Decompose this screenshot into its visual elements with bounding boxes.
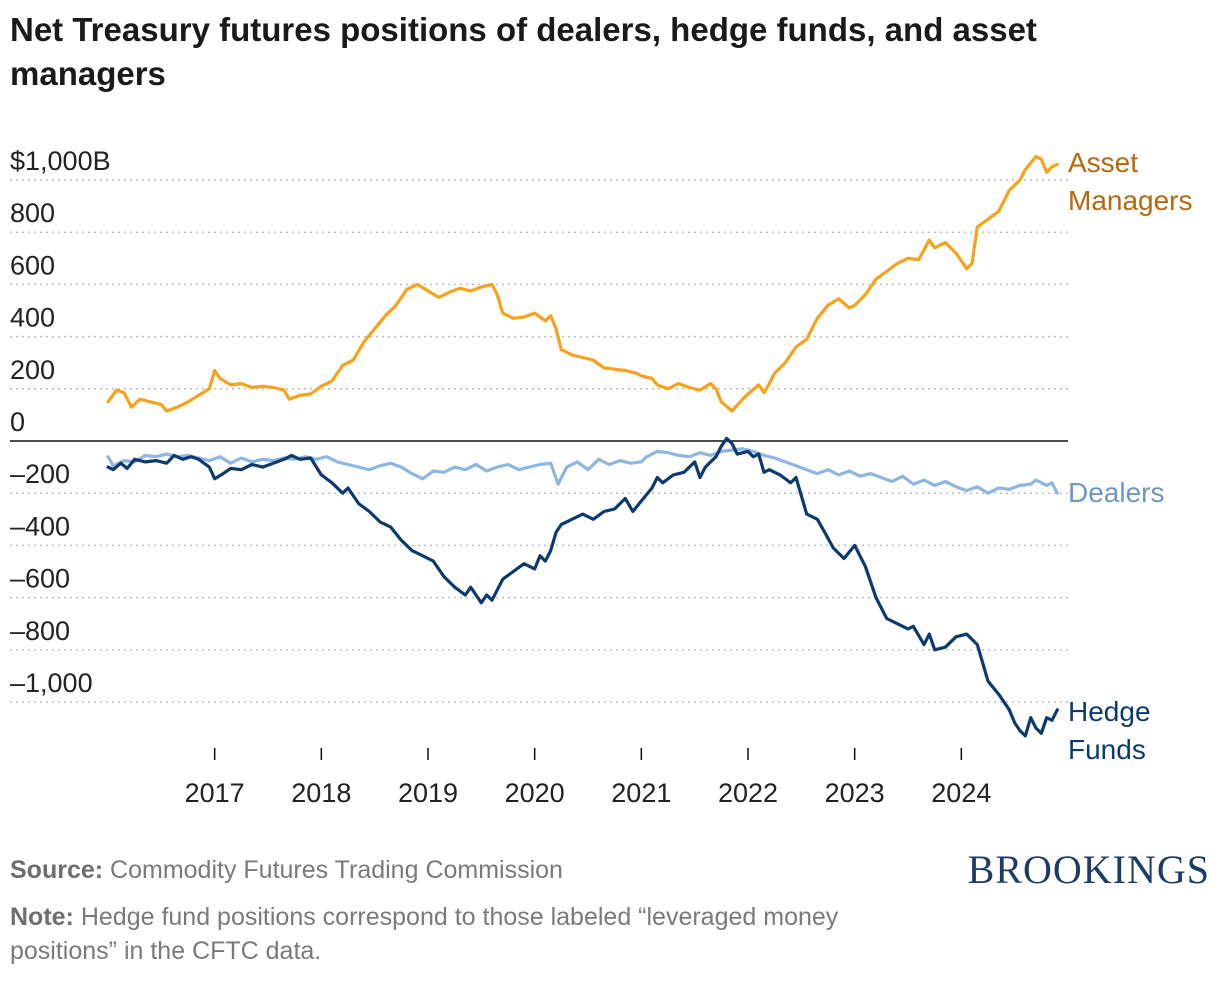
- y-tick-label: –800: [10, 616, 70, 646]
- y-tick-label: –1,000: [10, 668, 93, 698]
- y-axis-tick-labels: $1,000B 800 600 400 200 0 –200 –400 –600 –800 –1,0…: [10, 146, 111, 698]
- brookings-logo: BROOKINGS: [967, 847, 1210, 892]
- note-line: Note: Hedge fund positions correspond to…: [10, 900, 890, 968]
- hedge-funds-line: [106, 436, 1059, 738]
- y-tick-label: $1,000B: [10, 146, 111, 176]
- y-tick-label: –600: [10, 564, 70, 594]
- x-axis-ticks: 2017 2018 2019 2020 2021 2022 2023 2024: [185, 748, 991, 808]
- line-chart: $1,000B 800 600 400 200 0 –200 –400 –600 –800 –1,0…: [10, 146, 1193, 808]
- source-label: Source:: [10, 856, 104, 884]
- x-tick-label: 2024: [931, 778, 991, 808]
- x-tick-label: 2017: [185, 778, 245, 808]
- hedge-funds-label: Hedge Funds: [1068, 696, 1151, 765]
- note-label: Note:: [10, 903, 74, 931]
- series-lines: [106, 154, 1059, 738]
- y-tick-label: –200: [10, 459, 70, 489]
- y-tick-label: –400: [10, 511, 70, 541]
- y-tick-label: 0: [10, 407, 25, 437]
- y-tick-label: 400: [10, 303, 55, 333]
- gridlines: [10, 179, 1068, 703]
- asset-managers-line: [106, 154, 1059, 413]
- y-tick-label: 800: [10, 198, 55, 228]
- x-tick-label: 2018: [291, 778, 351, 808]
- chart-title: Net Treasury futures positions of dealer…: [10, 11, 1037, 92]
- y-tick-label: 600: [10, 250, 55, 280]
- source-text: Commodity Futures Trading Commission: [110, 856, 563, 884]
- x-tick-label: 2022: [718, 778, 778, 808]
- x-tick-label: 2021: [611, 778, 671, 808]
- dealers-line: [106, 447, 1059, 495]
- asset-managers-label: Asset Managers: [1068, 147, 1193, 216]
- dealers-label: Dealers: [1068, 477, 1164, 508]
- note-text: Hedge fund positions correspond to those…: [10, 903, 839, 965]
- y-tick-label: 200: [10, 355, 55, 385]
- x-tick-label: 2020: [505, 778, 565, 808]
- series-labels: Dealers Hedge Funds Asset Managers: [1068, 147, 1193, 765]
- x-tick-label: 2023: [825, 778, 885, 808]
- x-tick-label: 2019: [398, 778, 458, 808]
- source-line: Source: Commodity Futures Trading Commis…: [10, 853, 563, 887]
